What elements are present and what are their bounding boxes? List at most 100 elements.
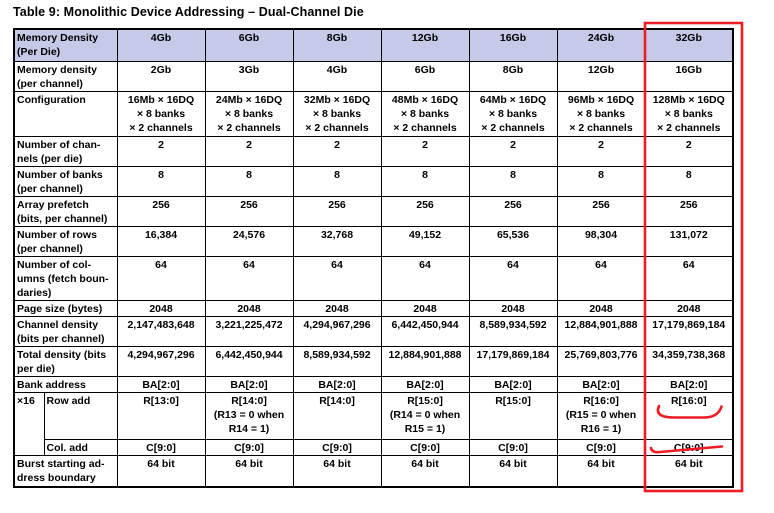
table-body: Memory density (per channel) 2Gb 3Gb 4Gb 6Gb… <box>13 60 734 488</box>
table-cell: 128Mb × 16DQ × 8 banks × 2 channels <box>644 90 734 137</box>
row-label: Total density (bits per die) <box>13 345 118 377</box>
column-header: 4Gb <box>116 28 206 62</box>
column-header: 24Gb <box>556 28 646 62</box>
table-row: Number of chan- nels (per die) 2 2 2 2 2 2 2 <box>13 135 734 167</box>
column-header: 12Gb <box>380 28 470 62</box>
row-label: Page size (bytes) <box>13 299 118 317</box>
table-cell: 12Gb <box>556 60 646 92</box>
table-cell: BA[2:0] <box>468 375 558 393</box>
table-row: Array prefetch (bits, per channel) 256 256… <box>13 195 734 227</box>
table-cell: 2 <box>116 135 206 167</box>
table-cell: 256 <box>116 195 206 227</box>
table-cell: R[15:0] <box>468 391 558 440</box>
row-label: Configuration <box>13 90 118 137</box>
corner-header: Memory Density (Per Die) <box>13 28 118 62</box>
table-cell: 256 <box>204 195 294 227</box>
table-cell: 2 <box>644 135 734 167</box>
table-cell: C[9:0] <box>116 438 206 456</box>
table-cell: 2 <box>556 135 646 167</box>
table-cell: 8 <box>468 165 558 197</box>
table-cell: 49,152 <box>380 225 470 257</box>
row-label: Row add <box>43 391 118 440</box>
table-cell: 65,536 <box>468 225 558 257</box>
table-cell: 64 bit <box>644 454 734 488</box>
table-cell: 64 <box>204 255 294 301</box>
table-cell: C[9:0] <box>204 438 294 456</box>
header-row: Memory Density (Per Die) 4Gb 6Gb 8Gb 12Gb 16… <box>13 28 734 62</box>
row-label: Channel density (bits per channel) <box>13 315 118 347</box>
table-row: Number of rows (per channel) 16,384 24,576… <box>13 225 734 257</box>
table-cell: 8,589,934,592 <box>292 345 382 377</box>
table-container: Memory Density (Per Die) 4Gb 6Gb 8Gb 12Gb 16… <box>13 28 735 488</box>
table-row: Bank address BA[2:0] BA[2:0] BA[2:0] BA[2:0]… <box>13 375 734 393</box>
table-cell: 256 <box>468 195 558 227</box>
table-cell: 8 <box>556 165 646 197</box>
table-cell: 64 <box>468 255 558 301</box>
table-cell: 96Mb × 16DQ × 8 banks × 2 channels <box>556 90 646 137</box>
table-cell: 8 <box>292 165 382 197</box>
table-cell: C[9:0] <box>292 438 382 456</box>
table-row: Memory density (per channel) 2Gb 3Gb 4Gb 6Gb… <box>13 60 734 92</box>
table-cell: 2Gb <box>116 60 206 92</box>
table-cell: 4,294,967,296 <box>292 315 382 347</box>
table-cell: 8,589,934,592 <box>468 315 558 347</box>
table-cell: 24,576 <box>204 225 294 257</box>
table-cell: 64 bit <box>292 454 382 488</box>
table-cell: 16Gb <box>644 60 734 92</box>
table-cell: C[9:0] <box>644 438 734 456</box>
row-label: Bank address <box>13 375 118 393</box>
table-cell: C[9:0] <box>380 438 470 456</box>
table-cell: 8 <box>644 165 734 197</box>
row-label: Number of rows (per channel) <box>13 225 118 257</box>
column-header: 32Gb <box>644 28 734 62</box>
device-addressing-table: Memory Density (Per Die) 4Gb 6Gb 8Gb 12Gb 16… <box>13 28 735 488</box>
table-cell: BA[2:0] <box>644 375 734 393</box>
table-cell: 64 bit <box>204 454 294 488</box>
table-row: Configuration 16Mb × 16DQ × 8 banks × 2 c… <box>13 90 734 137</box>
table-cell: 32Mb × 16DQ × 8 banks × 2 channels <box>292 90 382 137</box>
row-label: Number of banks (per channel) <box>13 165 118 197</box>
table-cell: 64 bit <box>468 454 558 488</box>
table-cell: 64Mb × 16DQ × 8 banks × 2 channels <box>468 90 558 137</box>
table-cell: 64 bit <box>380 454 470 488</box>
table-cell: 32,768 <box>292 225 382 257</box>
table-cell: 256 <box>644 195 734 227</box>
table-row: Burst starting ad- dress boundary 64 bit 6… <box>13 454 734 488</box>
table-cell: 256 <box>292 195 382 227</box>
table-cell: 64 bit <box>116 454 206 488</box>
table-cell: 8 <box>116 165 206 197</box>
table-cell: 2048 <box>292 299 382 317</box>
table-cell: R[13:0] <box>116 391 206 440</box>
table-cell: 98,304 <box>556 225 646 257</box>
table-cell: 16Mb × 16DQ × 8 banks × 2 channels <box>116 90 206 137</box>
column-header: 8Gb <box>292 28 382 62</box>
table-cell: 64 bit <box>556 454 646 488</box>
table-row: Number of banks (per channel) 8 8 8 8 8 8 8 <box>13 165 734 197</box>
table-cell: 17,179,869,184 <box>644 315 734 347</box>
table-cell: R[15:0] (R14 = 0 when R15 = 1) <box>380 391 470 440</box>
row-group-prefix: ×16 <box>13 391 45 456</box>
table-cell: BA[2:0] <box>116 375 206 393</box>
row-label: Number of col- umns (fetch boun- daries) <box>13 255 118 301</box>
table-cell: BA[2:0] <box>556 375 646 393</box>
table-cell: 48Mb × 16DQ × 8 banks × 2 channels <box>380 90 470 137</box>
table-cell: C[9:0] <box>556 438 646 456</box>
table-cell: 64 <box>116 255 206 301</box>
table-row: Total density (bits per die) 4,294,967,29… <box>13 345 734 377</box>
table-cell: 131,072 <box>644 225 734 257</box>
table-cell: 8 <box>204 165 294 197</box>
table-cell: 2 <box>292 135 382 167</box>
table-cell: BA[2:0] <box>204 375 294 393</box>
table-cell: BA[2:0] <box>380 375 470 393</box>
table-cell: 64 <box>644 255 734 301</box>
row-label: Burst starting ad- dress boundary <box>13 454 118 488</box>
row-label: Number of chan- nels (per die) <box>13 135 118 167</box>
table-cell: 2048 <box>556 299 646 317</box>
table-cell: 17,179,869,184 <box>468 345 558 377</box>
table-cell: 12,884,901,888 <box>556 315 646 347</box>
table-cell: 2 <box>468 135 558 167</box>
table-cell: 6,442,450,944 <box>380 315 470 347</box>
row-label: Array prefetch (bits, per channel) <box>13 195 118 227</box>
table-cell: R[16:0] (R15 = 0 when R16 = 1) <box>556 391 646 440</box>
